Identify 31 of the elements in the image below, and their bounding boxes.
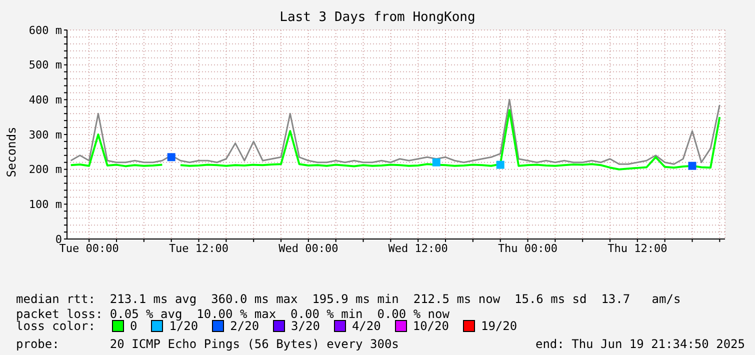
y-tick-label: 400 m (28, 94, 62, 107)
y-axis-title: Seconds (4, 126, 18, 177)
legend-label: 10/20 (412, 319, 449, 333)
x-tick-label: Thu 00:00 (498, 242, 558, 255)
text: packet loss: 0.05 % avg 10.00 % max 0.00 % min 0.00 % now (16, 307, 450, 321)
legend-label: 19/20 (480, 319, 518, 333)
x-tick-label: Tue 12:00 (168, 242, 229, 255)
y-tick-label: 600 m (28, 24, 62, 37)
y-tick-label: 500 m (28, 58, 62, 72)
legend-label: 0 (129, 319, 138, 333)
text: loss color: (16, 319, 96, 333)
x-tick-label: Wed 12:00 (388, 242, 448, 255)
point (167, 153, 176, 162)
y-tick-label: 100 m (28, 198, 62, 212)
chart-title: Last 3 Days from HongKong (278, 10, 476, 25)
y-tick-label: 0 (55, 232, 62, 246)
text: median rtt: 213.1 ms avg 360.0 ms max 195.9 ms min 212.5 ms now 15.6 ms sd 13.7 am/s (16, 292, 681, 307)
x-tick-label: Wed 00:00 (278, 242, 338, 255)
legend-label: 3/20 (290, 319, 320, 333)
x-tick-label: Tue 00:00 (59, 242, 119, 255)
x-tick-label: Thu 12:00 (608, 242, 668, 255)
text: end: Thu Jun 19 21:34:50 2025 (535, 337, 745, 351)
text: probe: 20 ICMP Echo Pings (56 Bytes) every 300s (16, 337, 399, 351)
legend-label: 2/20 (229, 319, 260, 333)
y-tick-label: 300 m (28, 128, 62, 142)
point (688, 162, 696, 170)
y-tick-label: 200 m (28, 163, 62, 176)
point (496, 160, 504, 169)
point (432, 158, 440, 166)
legend-label: 4/20 (350, 319, 381, 333)
line-series (70, 98, 720, 165)
